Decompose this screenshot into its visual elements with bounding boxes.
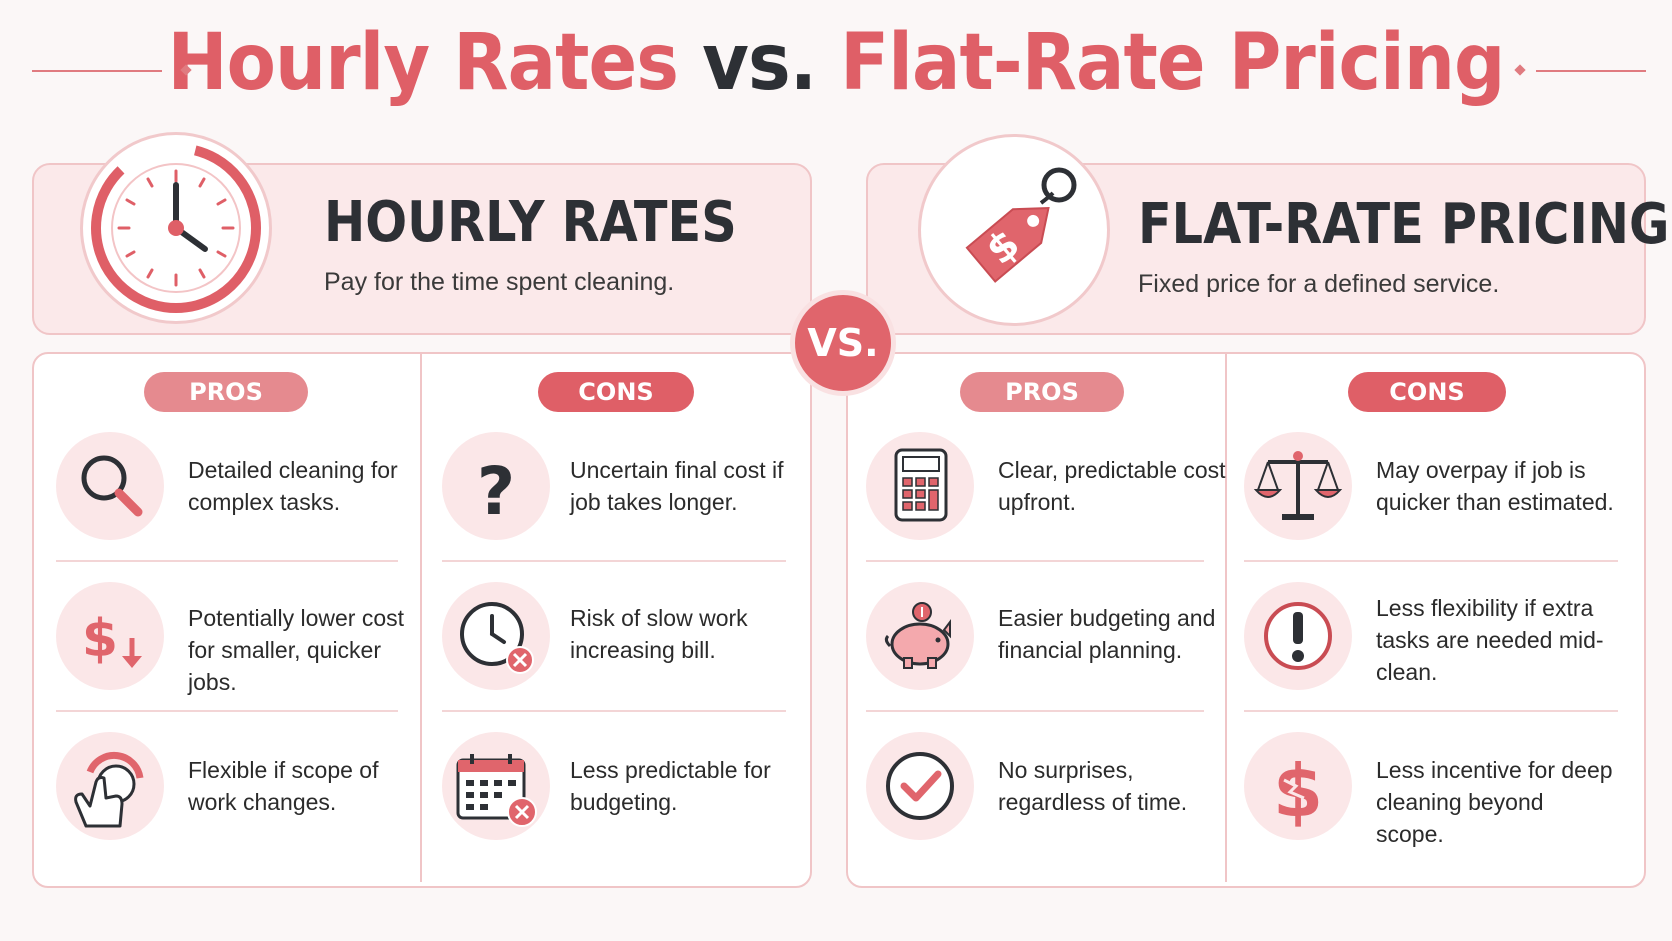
- broken-dollar-icon: $: [1273, 749, 1323, 833]
- scales-icon: [1253, 451, 1343, 520]
- clock-x-icon: [460, 602, 534, 674]
- hourly-icon-circle: [80, 132, 272, 324]
- flat-pros-label: PROS: [960, 372, 1124, 412]
- page-title: Hourly Rates vs. Flat-Rate Pricing: [67, 18, 1605, 108]
- flat-pro-2-icon-circle: [866, 582, 974, 690]
- hourly-pro-2-text: Potentially lower cost for smaller, quic…: [188, 605, 405, 695]
- flat-icon-circle: $: [918, 134, 1110, 326]
- calculator-icon: [894, 448, 948, 522]
- vs-badge: VS.: [790, 290, 896, 396]
- dollar-down-icon: $: [82, 609, 142, 669]
- flat-pro-1-icon-circle: [866, 432, 974, 540]
- hourly-pro-1-text: Detailed cleaning for complex tasks.: [188, 457, 398, 515]
- hourly-con-1-icon-circle: ?: [442, 432, 550, 540]
- flat-cons-label: CONS: [1348, 372, 1506, 412]
- hourly-column-divider: [420, 354, 422, 882]
- svg-text:?: ?: [477, 453, 515, 530]
- separator: [56, 560, 398, 562]
- title-vs: vs.: [702, 18, 817, 108]
- flat-con-2-icon-circle: [1244, 582, 1352, 690]
- hourly-pro-2-icon-circle: $: [56, 582, 164, 690]
- title-hourly: Hourly Rates: [167, 18, 679, 108]
- hourly-pros-label: PROS: [144, 372, 308, 412]
- calendar-x-icon: [456, 754, 537, 827]
- flat-con-1-icon-circle: [1244, 432, 1352, 540]
- flat-subtitle: Fixed price for a defined service.: [1138, 270, 1500, 298]
- separator: [1244, 560, 1618, 562]
- separator: [442, 560, 786, 562]
- magnifier-icon: [81, 455, 143, 517]
- flat-pro-3-text: No surprises, regardless of time.: [998, 757, 1188, 815]
- separator: [1244, 710, 1618, 712]
- hand-dial-icon: [74, 751, 144, 828]
- flat-pro-1-text: Clear, predictable cost upfront.: [998, 457, 1226, 515]
- hourly-con-3-icon-circle: [442, 732, 550, 840]
- separator: [866, 560, 1204, 562]
- svg-text:$: $: [82, 609, 118, 669]
- clock-icon: [91, 143, 261, 313]
- separator: [866, 710, 1204, 712]
- separator: [56, 710, 398, 712]
- svg-text:$: $: [1273, 749, 1323, 833]
- piggy-bank-icon: [884, 602, 951, 669]
- hourly-subtitle: Pay for the time spent cleaning.: [324, 268, 675, 296]
- flat-pro-2-text: Easier budgeting and financial planning.: [998, 605, 1216, 663]
- title-flat: Flat-Rate Pricing: [840, 18, 1505, 108]
- flat-pro-3-icon-circle: [866, 732, 974, 840]
- flat-heading: FLAT-RATE PRICING: [1138, 192, 1670, 257]
- hourly-pro-3-icon-circle: [56, 732, 164, 840]
- hourly-pro-1-icon-circle: [56, 432, 164, 540]
- question-icon: ?: [477, 453, 515, 530]
- hourly-con-2-text: Risk of slow work increasing bill.: [570, 605, 748, 663]
- hourly-con-1-text: Uncertain final cost if job takes longer…: [570, 457, 784, 515]
- flat-con-1-text: May overpay if job is quicker than estim…: [1376, 457, 1614, 515]
- hourly-heading: HOURLY RATES: [324, 190, 737, 255]
- separator: [442, 710, 786, 712]
- flat-column-divider: [1225, 354, 1227, 882]
- title-rule-right: [1536, 70, 1646, 72]
- hourly-cons-label: CONS: [538, 372, 694, 412]
- hourly-con-3-text: Less predictable for budgeting.: [570, 757, 771, 815]
- hourly-pro-3-text: Flexible if scope of work changes.: [188, 757, 379, 815]
- flat-con-3-icon-circle: $: [1244, 732, 1352, 840]
- title-rule-left: [32, 70, 162, 72]
- hourly-con-2-icon-circle: [442, 582, 550, 690]
- exclamation-icon: [1264, 602, 1332, 670]
- flat-con-2-text: Less flexibility if extra tasks are need…: [1376, 595, 1604, 685]
- price-tag-icon: $: [965, 167, 1077, 283]
- checkmark-icon: [886, 752, 954, 820]
- flat-con-3-text: Less incentive for deep cleaning beyond …: [1376, 757, 1613, 847]
